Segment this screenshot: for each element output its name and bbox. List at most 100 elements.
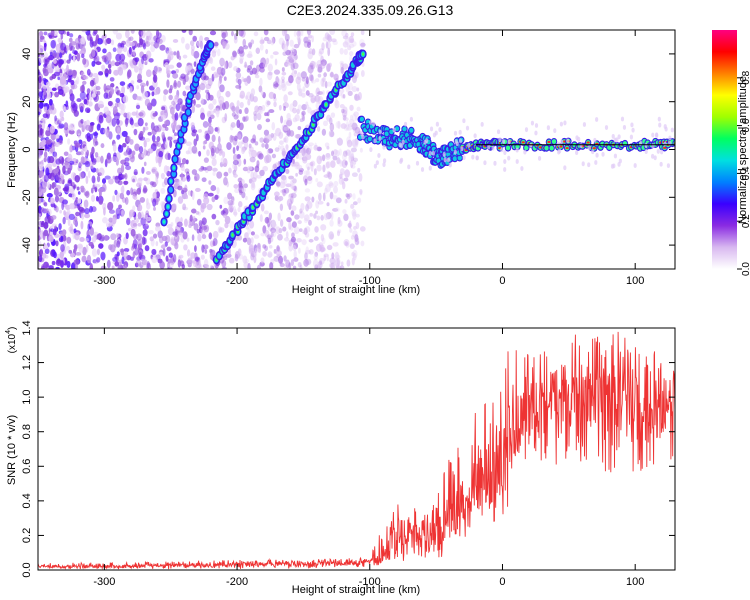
- residual-haze: [618, 158, 622, 164]
- noise-speck: [168, 51, 174, 61]
- noise-speck: [55, 51, 60, 60]
- noise-speck: [334, 97, 338, 106]
- noise-speck: [164, 62, 169, 69]
- noise-speck: [75, 264, 78, 269]
- noise-speck: [191, 145, 198, 154]
- residual-haze: [657, 116, 661, 122]
- noise-speck: [174, 94, 180, 100]
- residual-haze: [429, 126, 434, 132]
- noise-speck: [249, 60, 254, 66]
- residual-haze: [656, 149, 660, 154]
- noise-speck: [315, 177, 319, 183]
- noise-speck: [283, 255, 287, 262]
- noise-speck: [305, 104, 310, 109]
- noise-speck: [342, 117, 349, 122]
- noise-speck: [54, 151, 58, 160]
- noise-speck: [237, 130, 243, 140]
- noise-speck: [151, 91, 155, 97]
- noise-speck: [326, 34, 332, 41]
- noise-speck: [151, 168, 156, 173]
- noise-speck: [55, 266, 60, 269]
- noise-speck: [187, 257, 193, 266]
- mirror-line-peak: [167, 196, 171, 201]
- noise-speck: [141, 259, 148, 266]
- noise-speck: [301, 239, 307, 246]
- noise-speck: [295, 76, 302, 85]
- noise-speck: [80, 150, 84, 156]
- noise-speck: [165, 166, 170, 171]
- noise-speck: [130, 80, 135, 85]
- noise-speck: [251, 67, 258, 75]
- noise-speck: [342, 209, 347, 215]
- noise-speck: [264, 135, 268, 143]
- noise-speck: [279, 262, 285, 268]
- noise-speck: [291, 221, 297, 228]
- snr-xtick-label: -200: [226, 576, 248, 588]
- noise-speck: [132, 178, 136, 183]
- noise-speck: [296, 164, 303, 170]
- noise-speck: [244, 61, 247, 68]
- noise-speck: [123, 248, 130, 253]
- noise-speck: [51, 260, 56, 266]
- noise-speck: [75, 251, 82, 256]
- noise-speck: [248, 143, 252, 149]
- noise-speck: [320, 224, 327, 231]
- noise-speck: [299, 264, 303, 269]
- noise-speck: [75, 211, 80, 217]
- noise-speck: [141, 166, 145, 174]
- residual-haze: [377, 153, 381, 158]
- noise-speck: [282, 51, 287, 56]
- noise-speck: [47, 67, 54, 74]
- residual-haze: [458, 129, 462, 135]
- residual-haze: [530, 120, 535, 126]
- noise-speck: [78, 102, 85, 110]
- noise-speck: [329, 122, 335, 132]
- noise-speck: [316, 125, 321, 132]
- noise-speck: [268, 109, 275, 114]
- spectrogram-xtick-label: -300: [93, 275, 115, 287]
- noise-speck: [98, 71, 104, 76]
- noise-speck: [190, 122, 195, 128]
- spectrogram-xtick-label: -200: [226, 275, 248, 287]
- noise-speck: [329, 257, 336, 264]
- residual-haze: [523, 149, 527, 155]
- noise-speck: [86, 149, 89, 157]
- noise-speck: [302, 86, 306, 92]
- noise-speck: [53, 59, 57, 64]
- noise-speck: [354, 234, 359, 243]
- noise-speck: [337, 120, 341, 130]
- noise-speck: [121, 209, 125, 218]
- noise-speck: [335, 121, 341, 129]
- noise-speck: [120, 186, 125, 193]
- noise-speck: [209, 57, 214, 65]
- noise-speck: [137, 43, 141, 48]
- noise-speck: [127, 69, 132, 78]
- noise-speck: [138, 112, 144, 117]
- residual-haze: [378, 136, 382, 141]
- noise-speck: [250, 88, 256, 96]
- noise-speck: [341, 30, 348, 37]
- noise-speck: [69, 93, 75, 102]
- noise-speck: [180, 164, 185, 172]
- noise-speck: [52, 228, 57, 236]
- noise-speck: [195, 103, 202, 108]
- noise-speck: [266, 149, 270, 155]
- noise-speck: [351, 122, 358, 131]
- noise-speck: [266, 100, 271, 106]
- residual-haze: [622, 125, 627, 130]
- noise-speck: [119, 81, 126, 86]
- noise-speck: [233, 114, 239, 120]
- noise-speck: [153, 74, 158, 83]
- noise-speck: [341, 88, 345, 93]
- noise-speck: [134, 262, 139, 268]
- snr-xtick-label: -100: [359, 576, 381, 588]
- noise-speck: [293, 185, 298, 193]
- noise-speck: [101, 234, 105, 241]
- noise-speck: [285, 144, 289, 150]
- noise-speck: [80, 156, 85, 164]
- residual-haze: [415, 160, 420, 166]
- noise-speck: [313, 144, 319, 151]
- noise-speck: [303, 170, 310, 176]
- noise-speck: [60, 235, 64, 241]
